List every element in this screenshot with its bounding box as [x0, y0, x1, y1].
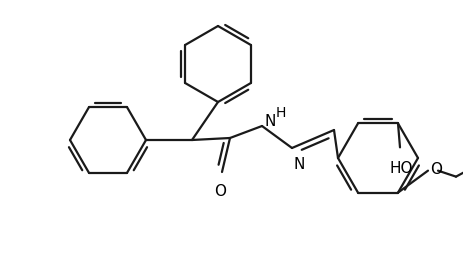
- Text: N: N: [294, 157, 305, 172]
- Text: N: N: [264, 115, 276, 130]
- Text: O: O: [213, 184, 225, 199]
- Text: HO: HO: [389, 161, 413, 176]
- Text: O: O: [429, 162, 441, 177]
- Text: H: H: [275, 106, 286, 120]
